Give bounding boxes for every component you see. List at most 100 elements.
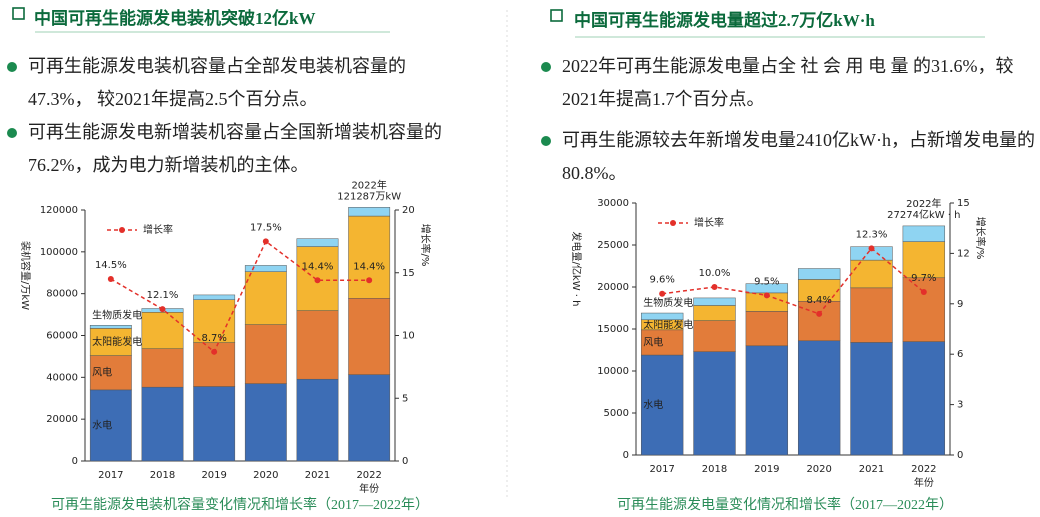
bar-segment [193,299,236,343]
annotation: 2022年 [906,197,941,210]
y2-tick-label: 0 [957,450,963,461]
bar-segment [902,225,946,242]
bar-segment [693,320,736,352]
growth-point [920,289,927,296]
x-axis-title: 年份 [914,476,934,489]
y-tick-label: 120000 [40,205,78,216]
bullet-dot [541,136,551,146]
growth-point [763,292,770,299]
growth-point [159,306,166,313]
x-tick-label: 2019 [754,464,779,475]
segment-label: 水电 [643,398,663,411]
bar-segment [141,386,184,462]
y-tick-label: 25000 [597,240,629,251]
legend-dot [119,227,125,233]
bar-segment [348,374,391,462]
segment-label: 生物质发电 [643,296,693,309]
growth-label: 8.4% [806,295,831,306]
growth-label: 17.5% [250,222,282,233]
bar-segment [797,340,841,456]
y-tick-label: 20000 [46,414,78,425]
growth-point [816,310,823,317]
bar-segment [850,259,893,289]
growth-label: 14.4% [302,261,334,272]
segment-label: 太阳能发电 [643,318,693,331]
bullet-dot [541,62,551,72]
annotation: 27274亿kW · h [887,208,960,221]
y2-tick-label: 20 [402,205,415,216]
growth-line [110,240,370,354]
legend-dot [670,220,676,226]
x-tick-label: 2017 [98,470,123,481]
bar-segment [141,312,184,349]
heading-box [550,9,563,22]
growth-point [659,290,666,297]
y2-tick-label: 0 [402,456,408,467]
bar-segment [745,345,789,456]
y2-tick-label: 3 [957,400,963,411]
growth-point [314,277,321,284]
bar-segment [348,207,391,217]
x-tick-label: 2018 [150,470,175,481]
bar-segment [348,215,391,299]
growth-label: 14.4% [353,261,385,272]
growth-point [366,277,373,284]
x-tick-label: 2020 [253,470,278,481]
y2-tick-label: 10 [402,331,415,342]
growth-label: 12.3% [856,229,888,240]
y-axis-title: 发电量/亿kW · h [570,232,583,307]
bar-segment [640,354,684,456]
bar-segment [193,294,236,300]
bullet: 可再生能源发电装机容量占全部发电装机容量的47.3%， 较2021年提高2.5个… [28,56,406,109]
x-tick-label: 2021 [305,470,330,481]
bar-segment [850,287,893,343]
growth-line [662,247,925,315]
segment-label: 生物质发电 [92,308,142,321]
growth-label: 12.1% [147,290,179,301]
annotation: 121287万kW [337,191,401,202]
y-tick-label: 100000 [40,247,78,258]
y-tick-label: 30000 [597,198,629,209]
bullet: 可再生能源发电新增装机容量占全国新增装机容量的76.2%，成为电力新增装机的主体… [28,122,442,175]
bar-segment [296,378,339,462]
y-tick-label: 40000 [46,372,78,383]
segment-label: 水电 [92,418,112,431]
bar-segment [244,383,287,462]
bar-segment [89,355,132,391]
bullet: 可再生能源较去年新增发电量2410亿kW·h，占新增发电量的80.8%。 [562,130,1035,183]
bar-segment [693,351,736,456]
growth-point [107,276,114,283]
heading: 中国可再生能源发电装机突破12亿kW [34,9,316,28]
bar-segment [640,312,684,321]
y2-axis-title: 增长率/% [419,224,432,267]
y2-tick-label: 12 [957,248,970,259]
bar-segment [296,238,339,247]
bar-segment [244,271,287,325]
y-tick-label: 5000 [604,408,629,419]
growth-label: 9.6% [649,275,674,286]
segment-label: 太阳能发电 [92,335,142,348]
bar-segment [89,325,132,329]
bar-segment [193,386,236,462]
y2-tick-label: 15 [957,198,970,209]
bar-segment [296,310,339,380]
heading-box [12,7,25,20]
bullet-dot [7,128,17,138]
growth-label: 9.5% [754,276,779,287]
y-tick-label: 0 [72,456,78,467]
bar-segment [348,298,391,375]
annotation: 2022年 [351,178,386,191]
growth-label: 8.7% [201,333,226,344]
bar-segment [797,301,841,342]
x-tick-label: 2022 [356,470,381,481]
x-tick-label: 2019 [201,470,226,481]
y-tick-label: 20000 [597,282,629,293]
y-tick-label: 15000 [597,324,629,335]
bar-segment [640,329,684,356]
caption: 可再生能源发电装机容量变化情况和增长率（2017—2022年） [51,498,429,513]
caption: 可再生能源发电量变化情况和增长率（2017—2022年） [617,498,953,513]
x-tick-label: 2022 [911,464,936,475]
growth-point [868,245,875,252]
bar-segment [745,311,789,347]
